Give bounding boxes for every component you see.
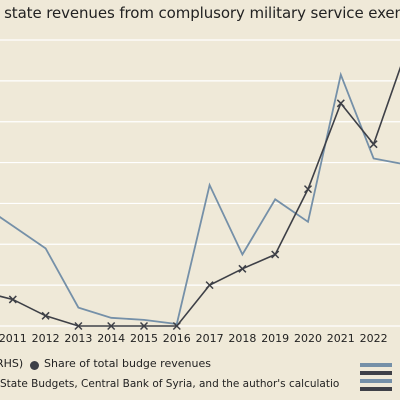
series-line-share-of-revenues [0, 71, 400, 325]
data-point-x-marker [139, 321, 149, 331]
x-tick-label: 2021 [327, 332, 355, 345]
data-point-x-marker [74, 321, 83, 331]
chart-title: n state revenues from complusory militar… [0, 4, 400, 22]
x-tick-label: 2016 [163, 332, 191, 345]
x-tick-label: 2014 [97, 332, 125, 345]
data-point-x-marker [369, 140, 378, 149]
x-tick-label: 2011 [0, 332, 27, 345]
source-note: State Budgets, Central Bank of Syria, an… [0, 378, 340, 390]
x-tick-label: 2020 [294, 332, 322, 345]
x-tick-label: 2018 [228, 332, 256, 345]
x-tick-label: 2012 [32, 332, 60, 345]
x-tick-label: 2013 [64, 332, 92, 345]
legend: RHS) Share of total budge revenues [0, 355, 340, 373]
x-tick-label: 2015 [130, 332, 158, 345]
x-tick-label: 2019 [261, 332, 289, 345]
legend-share-label: Share of total budge revenues [44, 357, 211, 370]
grid-lines [0, 39, 400, 327]
data-point-x-marker [303, 185, 313, 194]
x-tick-label: 2017 [196, 332, 224, 345]
data-point-x-marker [172, 321, 181, 331]
x-tick-label: 2022 [360, 332, 388, 345]
data-point-x-marker [41, 311, 50, 320]
x-axis-tick-labels: 2010201120122013201420152016201720182019… [0, 332, 388, 345]
legend-left-label: RHS) [0, 357, 24, 370]
data-point-x-marker [271, 250, 280, 259]
legend-dot-icon [30, 361, 39, 370]
data-point-x-marker [205, 281, 214, 290]
data-point-x-marker [107, 321, 116, 331]
publisher-logo-icon [360, 357, 400, 397]
series-lines [0, 66, 400, 327]
series-line-revenues [0, 66, 400, 327]
data-point-x-marker [238, 264, 247, 273]
data-point-x-marker [8, 295, 17, 304]
data-point-x-marker [336, 99, 345, 108]
series-markers [8, 74, 378, 331]
